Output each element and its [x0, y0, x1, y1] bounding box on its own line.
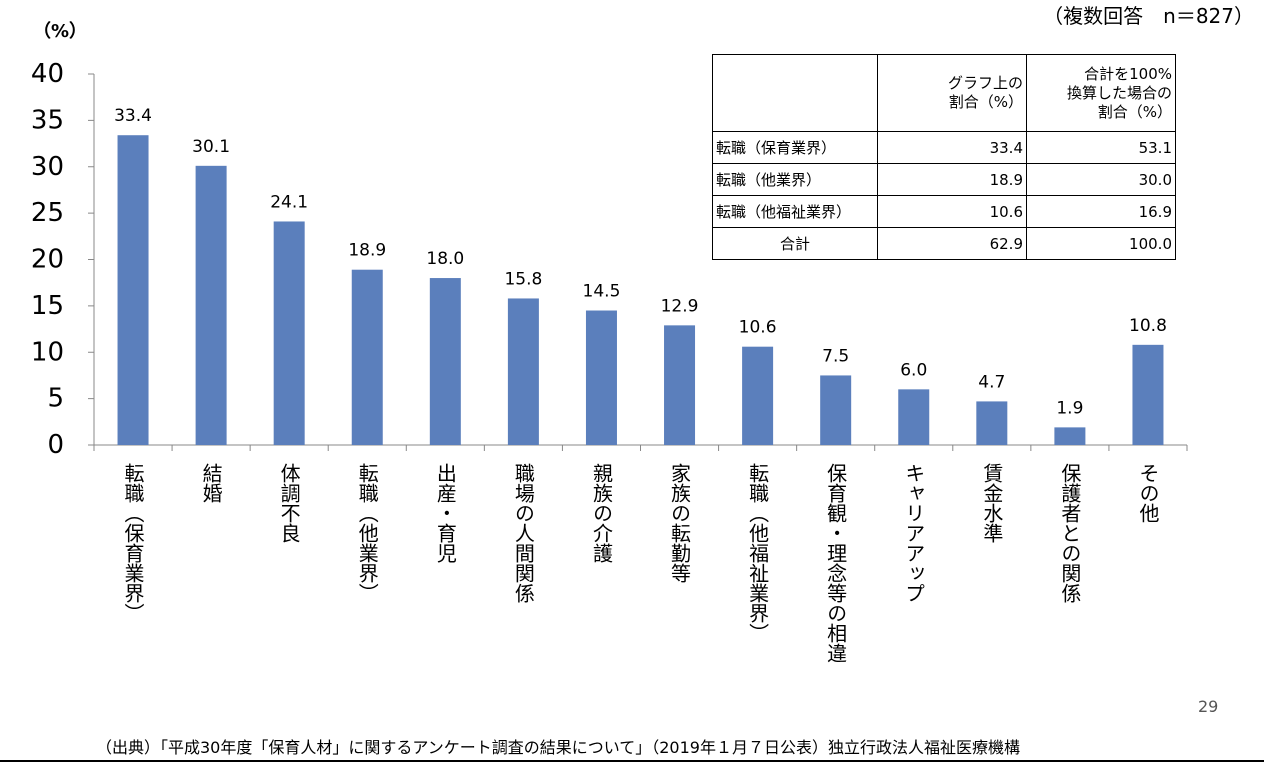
table-header-line: 換算した場合の [1066, 83, 1172, 102]
x-category-label: 結婚 [199, 463, 223, 503]
data-label: 33.4 [114, 106, 152, 126]
bar [429, 278, 461, 445]
bar [507, 298, 539, 445]
table-cell-normalized-ratio: 53.1 [1026, 131, 1176, 164]
table-cell-graph-ratio: 10.6 [877, 195, 1027, 228]
x-category-label: キャリアアップ [902, 463, 926, 603]
data-label: 10.8 [1129, 316, 1167, 336]
y-tick-label: 15 [31, 291, 64, 321]
table-row-label: 転職（保育業界） [712, 131, 878, 164]
table-cell-graph-ratio: 33.4 [877, 131, 1027, 164]
data-label: 30.1 [192, 137, 230, 157]
table-total-normalized-ratio: 100.0 [1026, 227, 1176, 260]
table-header-row: グラフ上の 割合（%） 合計を100% 換算した場合の 割合（%） [712, 54, 1176, 132]
data-label: 7.5 [822, 346, 849, 366]
bar [351, 269, 383, 445]
source-citation: （出典）「平成30年度「保育人材」に関するアンケート調査の結果について」（201… [96, 738, 1020, 757]
table-cell-normalized-ratio: 30.0 [1026, 163, 1176, 196]
table-row-label: 転職（他業界） [712, 163, 878, 196]
bar [117, 135, 149, 445]
x-category-label: 保護者との関係 [1058, 463, 1082, 603]
x-category-label: 体調不良 [277, 463, 301, 543]
x-category-label: 保育観・理念等の相違 [824, 463, 848, 663]
x-category-label: 親族の介護 [589, 463, 613, 563]
table-header-normalized-ratio: 合計を100% 換算した場合の 割合（%） [1026, 54, 1176, 132]
table-total-label: 合計 [712, 227, 878, 260]
x-category-label: 出産・育児 [433, 463, 457, 563]
y-tick-label: 35 [31, 105, 64, 135]
table-row-label: 転職（他福祉業界） [712, 195, 878, 228]
data-label: 1.9 [1056, 398, 1083, 418]
y-tick-label: 30 [31, 152, 64, 182]
data-label: 24.1 [270, 192, 308, 212]
bar [976, 401, 1008, 445]
data-label: 10.6 [739, 318, 777, 338]
table-row: 転職（他福祉業界） 10.6 16.9 [712, 195, 1176, 228]
x-category-label: 賃金水準 [980, 463, 1004, 543]
y-axis-unit-label: （%） [33, 21, 87, 42]
table-cell-normalized-ratio: 16.9 [1026, 195, 1176, 228]
page-number: 29 [1198, 697, 1219, 716]
x-category-label: 転職（他福祉業界） [746, 463, 770, 643]
bar [273, 221, 305, 445]
table-total-row: 合計 62.9 100.0 [712, 227, 1176, 260]
y-tick-label: 25 [31, 198, 64, 228]
y-tick-label: 40 [31, 59, 64, 89]
footer-divider [0, 760, 1264, 762]
y-tick-label: 0 [47, 430, 64, 460]
table-cell-graph-ratio: 18.9 [877, 163, 1027, 196]
respondents-note: （複数回答 n＝827） [1043, 4, 1254, 28]
y-tick-label: 20 [31, 245, 64, 275]
y-tick-label: 10 [31, 337, 64, 367]
x-category-label: 職場の人間関係 [511, 463, 535, 603]
table-header-line: 合計を100% [1084, 64, 1172, 83]
table-header-line: グラフ上の [947, 74, 1023, 92]
summary-table: グラフ上の 割合（%） 合計を100% 換算した場合の 割合（%） 転職（保育業界） … [712, 54, 1176, 260]
bar [898, 389, 930, 445]
data-label: 4.7 [978, 372, 1005, 392]
bar [664, 325, 696, 445]
y-tick-label: 5 [47, 384, 64, 414]
table-header-line: 割合（%） [1097, 102, 1172, 121]
x-category-label: 転職（保育業界） [121, 463, 145, 623]
bar [585, 310, 617, 445]
data-label: 18.0 [426, 249, 464, 269]
data-label: 12.9 [661, 296, 699, 316]
data-label: 6.0 [900, 360, 927, 380]
x-category-label: 家族の転勤等 [668, 463, 692, 583]
table-header-line: 割合（%） [948, 93, 1023, 111]
bar [820, 375, 852, 445]
bar [742, 346, 774, 445]
bar [1132, 344, 1164, 445]
table-row: 転職（保育業界） 33.4 53.1 [712, 131, 1176, 164]
data-label: 14.5 [583, 282, 621, 302]
table-header-graph-ratio: グラフ上の 割合（%） [877, 54, 1027, 132]
bar [195, 165, 227, 445]
data-label: 15.8 [504, 269, 542, 289]
table-header-blank [712, 54, 878, 132]
x-category-label: その他 [1136, 463, 1160, 523]
bar [1054, 427, 1086, 445]
table-row: 転職（他業界） 18.9 30.0 [712, 163, 1176, 196]
table-total-graph-ratio: 62.9 [877, 227, 1027, 260]
data-label: 18.9 [348, 241, 386, 261]
x-category-label: 転職（他業界） [355, 463, 379, 603]
